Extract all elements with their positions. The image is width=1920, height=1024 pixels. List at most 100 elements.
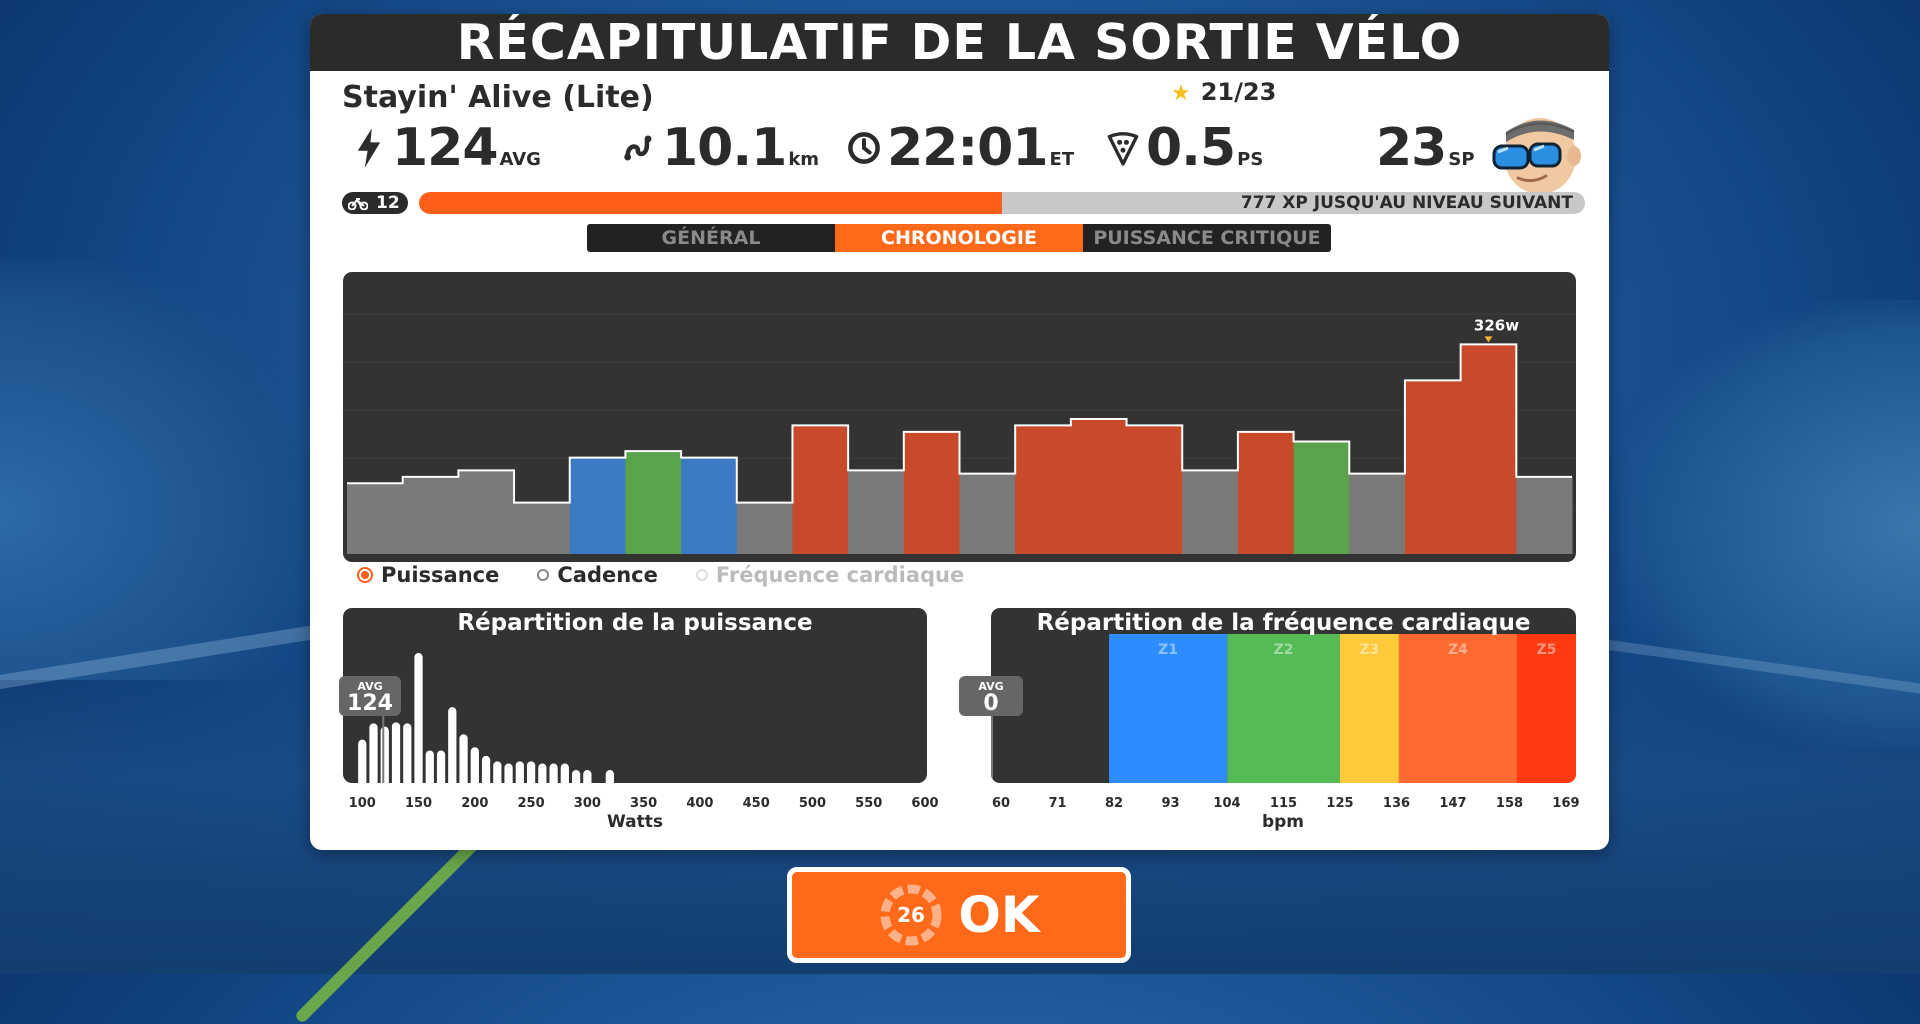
route-badge-progress: ★ 21/23 — [1171, 78, 1276, 106]
timeline-zone-band — [1293, 441, 1350, 554]
stat-time-value: 22:01 — [887, 118, 1049, 178]
radio-power-label: Puissance — [381, 563, 500, 587]
tab-general[interactable]: GÉNÉRAL — [661, 227, 761, 249]
radio-cadence[interactable]: Cadence — [537, 563, 658, 587]
hr-zone-label: Z4 — [1448, 642, 1468, 658]
power-histogram-bar — [436, 750, 446, 783]
timeline-zone-band — [569, 457, 626, 554]
stat-elapsed-time: 22:01 ET — [847, 122, 1074, 174]
hr-zone-band — [1339, 634, 1399, 783]
hr-x-tick: 136 — [1382, 796, 1411, 811]
tab-timeline[interactable]: CHRONOLOGIE — [835, 224, 1083, 252]
hr-zone-band — [1398, 634, 1517, 783]
chart-metric-selector: Puissance Cadence Fréquence cardiaque — [357, 563, 964, 587]
power-x-tick: 350 — [630, 796, 658, 811]
countdown-value: 26 — [897, 903, 925, 927]
timeline-zone-band — [1237, 431, 1295, 554]
stat-sp-unit: SP — [1448, 149, 1475, 170]
timeline-zone-band — [736, 502, 793, 554]
radio-dot — [357, 567, 373, 583]
timeline-zone-band — [1182, 470, 1239, 554]
timeline-zone-band — [1460, 344, 1517, 554]
stat-sp-value: 23 — [1376, 118, 1447, 178]
stat-pizza-value: 0.5 — [1146, 118, 1236, 178]
ok-button-label: OK — [958, 886, 1040, 944]
xp-progress-text: 777 XP JUSQU'AU NIVEAU SUIVANT — [1240, 193, 1573, 213]
radio-dot — [537, 569, 550, 581]
peak-label: 326w — [1474, 316, 1519, 334]
hr-x-tick: 71 — [1048, 796, 1067, 811]
timeline-zone-band — [1015, 425, 1072, 554]
stat-power: 124 AVG — [352, 122, 541, 174]
tab-critical-power[interactable]: PUISSANCE CRITIQUE — [1093, 227, 1321, 249]
timeline-power-plot: 326w — [343, 313, 1576, 554]
rider-avatar — [1492, 118, 1581, 194]
timeline-zone-band — [1516, 476, 1573, 554]
timeline-zone-band — [347, 483, 404, 554]
power-avg-pill: AVG 124 — [339, 676, 401, 716]
power-histogram-bar — [380, 726, 389, 783]
timeline-zone-band — [1349, 473, 1406, 554]
peak-marker — [1484, 336, 1493, 343]
hr-zone-band — [1516, 634, 1576, 783]
hr-x-tick: 125 — [1326, 796, 1354, 811]
radio-cadence-label: Cadence — [557, 563, 658, 587]
timeline-zone-band — [903, 431, 960, 554]
timeline-zone-band — [1070, 419, 1128, 554]
route-distance-icon — [624, 135, 652, 161]
radio-power[interactable]: Puissance — [357, 563, 499, 587]
timeline-zone-band — [959, 473, 1016, 554]
power-histogram-bar — [391, 722, 401, 783]
ok-button[interactable]: 26 OK — [787, 867, 1131, 963]
power-x-tick: 100 — [348, 796, 376, 811]
hr-x-tick: 115 — [1269, 796, 1298, 811]
route-name: Stayin' Alive (Lite) — [342, 80, 654, 115]
clock-icon — [848, 132, 880, 164]
timeline-zone-band — [458, 470, 515, 554]
timeline-zone-bands — [347, 344, 1573, 554]
hr-x-tick: 104 — [1213, 796, 1241, 811]
power-histogram-bar — [526, 761, 536, 783]
stat-distance: 10.1 km — [622, 122, 819, 174]
level-value: 12 — [376, 193, 400, 213]
hr-avg-pill: AVG 0 — [959, 676, 1023, 716]
hr-avg-label: AVG — [978, 680, 1004, 693]
timeline-zone-band — [848, 470, 905, 554]
radio-heart-rate-label: Fréquence cardiaque — [715, 563, 965, 587]
power-x-axis-title: Watts — [607, 812, 663, 832]
stat-time-unit: ET — [1049, 149, 1075, 170]
timeline-zone-band — [1126, 425, 1183, 554]
power-histogram-bar — [493, 761, 502, 783]
power-histogram-bar — [358, 739, 367, 783]
power-histogram-bar — [583, 770, 592, 783]
power-histogram-bar — [448, 707, 457, 783]
xp-progress-fill — [419, 192, 1002, 214]
power-distribution-chart: Répartition de la puissance AVG 124 — [339, 608, 927, 783]
power-histogram-bar — [549, 763, 558, 783]
power-x-tick: 500 — [798, 796, 827, 811]
stat-pizza-unit: PS — [1237, 149, 1264, 170]
lightning-icon — [357, 128, 381, 168]
hr-zone-label: Z1 — [1158, 642, 1178, 658]
timeline-zone-band — [402, 476, 459, 554]
pizza-icon — [1107, 132, 1139, 166]
power-x-tick: 450 — [742, 796, 770, 811]
stat-power-unit: AVG — [499, 149, 541, 170]
ride-summary-panel: RÉCAPITULATIF DE LA SORTIE VÉLO Stayin' … — [310, 14, 1609, 850]
badge-progress-text: 21/23 — [1200, 78, 1277, 106]
star-icon: ★ — [1171, 81, 1191, 106]
power-histogram-bar — [470, 747, 479, 783]
power-histogram-bar — [571, 770, 581, 783]
power-x-tick: 200 — [461, 796, 489, 811]
timeline-zone-band — [681, 457, 738, 554]
timeline-zone-band — [792, 425, 849, 554]
power-x-tick: 300 — [573, 796, 601, 811]
power-histogram-bar — [425, 750, 434, 783]
power-x-tick: 600 — [911, 796, 939, 811]
stat-distance-value: 10.1 — [662, 118, 787, 178]
heart-rate-distribution-chart: Z1 Z2 Z3 Z4 Z5 Répartition de la fréquence c… — [959, 608, 1576, 783]
bike-icon — [348, 198, 368, 210]
power-histogram-bar — [369, 723, 378, 783]
hr-x-tick: 158 — [1495, 796, 1524, 811]
power-histogram-bar — [414, 653, 423, 783]
